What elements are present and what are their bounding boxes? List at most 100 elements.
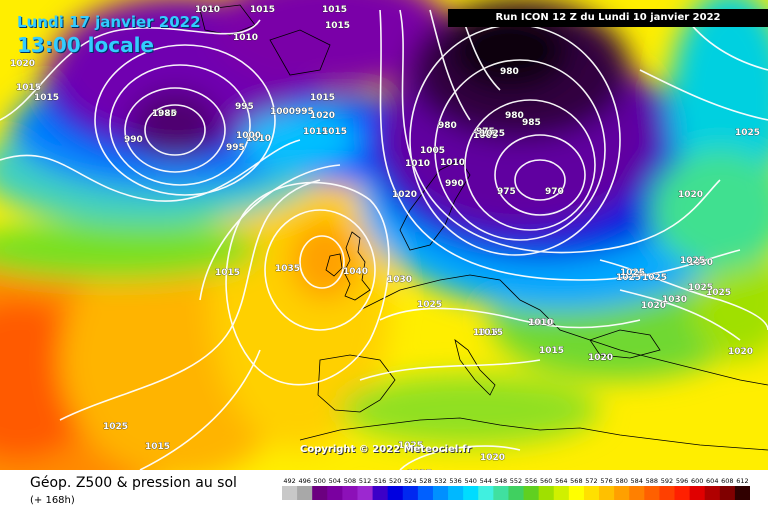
scale-label: 568 <box>570 477 582 485</box>
scale-label: 560 <box>540 477 552 485</box>
isobar-label: 1025 <box>688 283 713 293</box>
isobar-label: 985 <box>158 109 177 119</box>
scale-label: 588 <box>646 477 658 485</box>
isobar-label: 1010 <box>233 33 258 43</box>
isobar-label: 995 <box>235 102 254 112</box>
legend-lead-time: (+ 168h) <box>30 495 75 506</box>
forecast-date: Lundi 17 janvier 2022 <box>17 13 201 31</box>
isobar-label: 1030 <box>688 258 713 268</box>
scale-swatch <box>448 486 464 500</box>
isobar-label: 1015 <box>16 83 41 93</box>
scale-label: 520 <box>389 477 401 485</box>
scale-label: 500 <box>314 477 326 485</box>
scale-swatch <box>478 486 494 500</box>
scale-label: 604 <box>706 477 718 485</box>
isobar-label: 1020 <box>641 301 666 311</box>
scale-label: 516 <box>374 477 386 485</box>
scale-label: 536 <box>449 477 461 485</box>
scale-label: 572 <box>585 477 597 485</box>
isobar-label: 1015 <box>478 328 503 338</box>
isobar-label: 995 <box>226 143 245 153</box>
scale-swatch <box>629 486 645 500</box>
scale-label: 600 <box>691 477 703 485</box>
scale-label: 592 <box>661 477 673 485</box>
scale-swatch <box>493 486 509 500</box>
isobar-label: 990 <box>124 135 143 145</box>
scale-swatch <box>719 486 736 500</box>
scale-label: 564 <box>555 477 567 485</box>
isobar-label: 1015 <box>473 328 498 338</box>
isobar-label: 1005 <box>473 131 498 141</box>
isobars <box>0 9 768 470</box>
isobar-label: 1020 <box>678 190 703 200</box>
isobar-label: 1025 <box>706 288 731 298</box>
scale-swatch <box>599 486 615 500</box>
isobar-label: 985 <box>522 118 541 128</box>
isobar-label: 1020 <box>10 59 35 69</box>
scale-label: 528 <box>419 477 431 485</box>
scale-swatch <box>614 486 630 500</box>
scale-swatch <box>704 486 721 500</box>
isobar-label: 975 <box>476 127 495 137</box>
isobar-label: 1015 <box>325 21 350 31</box>
scale-label: 492 <box>283 477 295 485</box>
isobar-label: 1015 <box>215 268 240 278</box>
isobar-label: 1020 <box>728 347 753 357</box>
scale-label: 556 <box>525 477 537 485</box>
isobar-label: 1015 <box>34 93 59 103</box>
scale-swatch <box>523 486 540 500</box>
scale-label: 584 <box>631 477 643 485</box>
isobar-label: 1005 <box>420 146 445 156</box>
isobar-label: 1015 <box>145 442 170 452</box>
scale-swatch <box>327 486 343 500</box>
scale-label: 508 <box>344 477 356 485</box>
scale-swatch <box>402 486 419 500</box>
isobar-value-labels: 1010 101510101015101510151020101510201015… <box>10 5 761 470</box>
isobar-label: 1020 <box>480 453 505 463</box>
isobar-label: 980 <box>438 121 457 131</box>
isobar-label: 990 <box>445 179 464 189</box>
scale-swatch <box>734 486 750 500</box>
scale-swatch <box>387 486 404 500</box>
isobar-label: 1000 <box>236 131 261 141</box>
isobar-label: 1020 <box>310 111 335 121</box>
isobar-label: 1025 <box>642 273 667 283</box>
isobar-label: 1010 <box>195 5 220 15</box>
isobar-label: 1025 <box>480 129 505 139</box>
scale-swatch <box>553 486 570 500</box>
scale-swatch <box>659 486 675 500</box>
scale-swatch <box>372 486 389 500</box>
isobar-label: 1010 <box>246 134 271 144</box>
scale-label: 548 <box>495 477 507 485</box>
coastlines <box>199 4 768 451</box>
scale-label: 580 <box>615 477 627 485</box>
scale-swatch <box>568 486 585 500</box>
isobar-label: 1035 <box>275 264 300 274</box>
isobar-label: 980 <box>505 111 524 121</box>
scale-swatch <box>297 486 313 500</box>
isobar-label: 1025 <box>407 469 432 470</box>
isobar-label: 1015 <box>322 127 347 137</box>
scale-label: 504 <box>329 477 341 485</box>
isobar-label: 1025 <box>616 273 641 283</box>
isobar-label: 995 <box>295 107 314 117</box>
scale-label: 496 <box>298 477 310 485</box>
isobar-label: 980 <box>500 67 519 77</box>
z500-colour-field <box>0 0 768 470</box>
scale-swatch <box>282 486 298 500</box>
scale-label: 576 <box>600 477 612 485</box>
isobar-label: 1020 <box>392 190 417 200</box>
scale-swatch <box>432 486 449 500</box>
isobar-label: 1020 <box>588 353 613 363</box>
isobar-label: 1025 <box>417 300 442 310</box>
isobar-label: 1025 <box>620 268 645 278</box>
scale-swatch <box>463 486 479 500</box>
scale-label: 532 <box>434 477 446 485</box>
isobar-label: 1010 <box>528 318 553 328</box>
scale-swatch <box>417 486 434 500</box>
scale-label: 544 <box>480 477 492 485</box>
legend-bar: Géop. Z500 & pression au sol (+ 168h) 49… <box>0 470 768 512</box>
isobar-label: 1010 <box>440 158 465 168</box>
isobar-label: 975 <box>497 187 516 197</box>
